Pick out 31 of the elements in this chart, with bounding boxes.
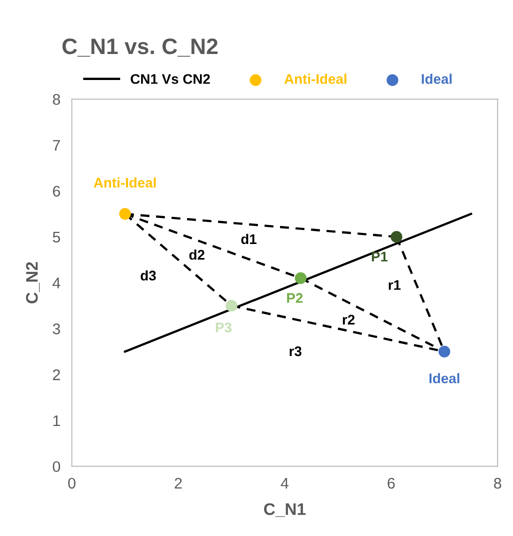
y-tick-label: 3 — [52, 324, 60, 334]
y-tick-label: 7 — [52, 140, 60, 151]
annotation: r3 — [290, 346, 302, 356]
y-tick-label: 5 — [52, 232, 60, 243]
annotation: d1 — [241, 234, 256, 244]
y-tick-label: 1 — [53, 415, 60, 426]
x-tick-label: 4 — [280, 478, 289, 489]
y-tick-label: 0 — [52, 461, 60, 472]
x-tick-label: 6 — [388, 478, 395, 489]
x-tick-label: 8 — [494, 478, 502, 489]
annotation: P1 — [372, 252, 388, 262]
legend-label: Ideal — [422, 74, 452, 84]
annotation: Anti-Ideal — [94, 177, 156, 188]
x-tick-label: 0 — [68, 478, 76, 489]
y-axis-title: C_N2 — [26, 262, 40, 304]
annotation: r2 — [342, 314, 355, 324]
annotation: P3 — [216, 322, 232, 332]
annotation: Ideal — [429, 373, 460, 384]
y-tick-label: 8 — [52, 94, 60, 105]
annotation: d3 — [140, 270, 156, 281]
y-tick-label: 4 — [52, 278, 60, 288]
annotation: r1 — [388, 280, 401, 290]
y-tick-label: 6 — [52, 186, 60, 197]
annotation: d2 — [189, 250, 204, 260]
x-tick-label: 2 — [174, 478, 182, 489]
y-tick-label: 2 — [52, 369, 60, 380]
chart-title: C_N1 vs. C_N2 — [62, 38, 218, 57]
legend-label: CN1 Vs CN2 — [130, 74, 210, 84]
legend-label: Anti-Ideal — [284, 74, 346, 84]
annotation: P2 — [287, 293, 303, 303]
x-axis-title: C_N1 — [264, 503, 306, 517]
